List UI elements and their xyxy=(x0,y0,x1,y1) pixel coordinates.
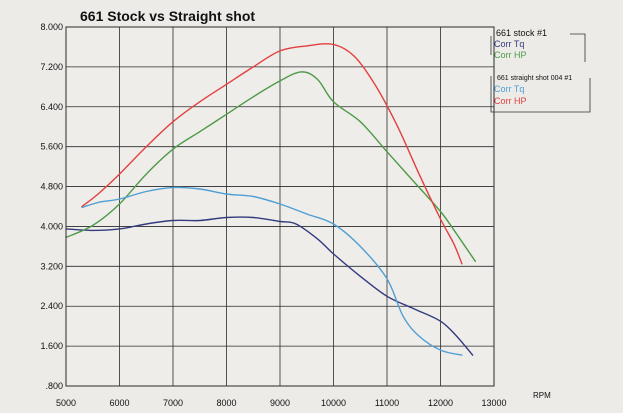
x-tick-label-5000: 5000 xyxy=(56,398,76,408)
legend-stock-hp: Corr HP xyxy=(494,50,527,60)
x-tick-label-6000: 6000 xyxy=(109,398,129,408)
x-tick-label-8000: 8000 xyxy=(216,398,236,408)
series-line-661-straight-shot-004-corr-tq xyxy=(81,186,463,356)
legend-group-2-heading: 661 straight shot 004 #1 xyxy=(497,75,572,82)
series-line-661-stock-corr-hp xyxy=(65,71,476,262)
x-tick-label-11000: 11000 xyxy=(375,398,399,408)
y-tick-label-2: 2.400 xyxy=(40,301,63,311)
y-tick-label-5: 4.800 xyxy=(40,182,63,192)
x-tick-label-13000: 13000 xyxy=(481,398,506,408)
y-tick-label-4: 4.000 xyxy=(40,221,63,231)
x-tick-label-12000: 12000 xyxy=(428,398,453,408)
y-axis-ticks: .800 1.600 2.400 3.200 4.000 4.800 5.600 6.400 7… xyxy=(40,22,63,391)
series-lines xyxy=(65,43,476,356)
y-tick-label-8: 7.200 xyxy=(40,62,63,72)
x-tick-label-10000: 10000 xyxy=(321,398,346,408)
x-axis-ticks: 5000 6000 7000 8000 9000 10000 11000 12000 13000 xyxy=(56,398,507,408)
legend-group-1-heading: 661 stock #1 xyxy=(496,28,547,38)
y-tick-label-7: 6.400 xyxy=(40,102,63,112)
y-tick-label-6: 5.600 xyxy=(40,142,63,152)
legend-shot-hp: Corr HP xyxy=(494,96,527,106)
y-tick-label-9: 8.000 xyxy=(40,22,63,32)
x-tick-label-9000: 9000 xyxy=(270,398,290,408)
legend-bracket-2 xyxy=(490,76,591,113)
series-line-661-straight-shot-004-corr-hp xyxy=(81,43,463,265)
legend-stock-tq: Corr Tq xyxy=(494,39,524,49)
y-tick-label-1: 1.600 xyxy=(40,341,63,351)
chart-title: 661 Stock vs Straight shot xyxy=(80,8,255,24)
x-axis-label: RPM xyxy=(533,391,551,400)
legend-shot-tq: Corr Tq xyxy=(494,84,524,94)
x-tick-label-7000: 7000 xyxy=(163,398,183,408)
y-tick-label-0: .800 xyxy=(45,381,63,391)
legend: 661 stock #1 Corr Tq Corr HP 661 straigh… xyxy=(490,28,591,113)
plot-frame xyxy=(65,26,495,387)
series-line-661-stock-corr-tq xyxy=(65,216,474,356)
y-tick-label-3: 3.200 xyxy=(40,261,63,271)
legend-bracket-1-right xyxy=(570,33,586,62)
